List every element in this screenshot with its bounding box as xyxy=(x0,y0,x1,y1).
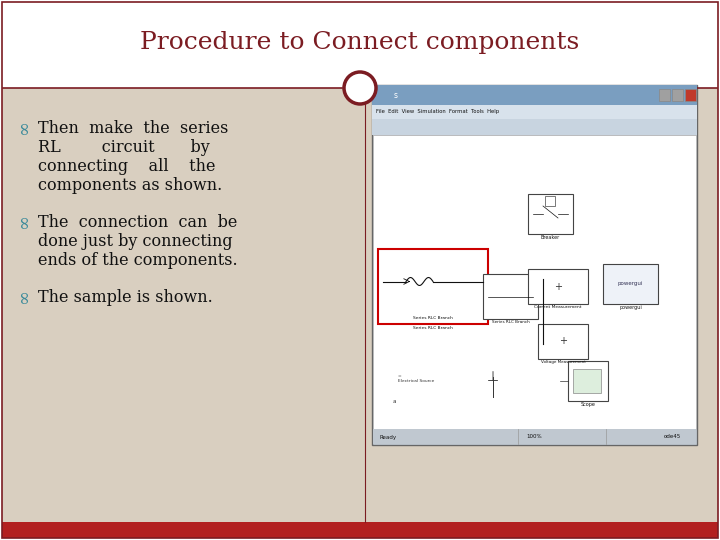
Bar xyxy=(372,85,697,445)
Text: =
Electrical Source: = Electrical Source xyxy=(398,374,434,383)
Text: +: + xyxy=(554,281,562,292)
Text: ∞: ∞ xyxy=(15,120,33,135)
Bar xyxy=(2,88,718,522)
Bar xyxy=(373,429,696,444)
Text: The sample is shown.: The sample is shown. xyxy=(38,289,212,306)
Bar xyxy=(545,196,555,206)
Text: powergui: powergui xyxy=(618,281,643,287)
Text: ode45: ode45 xyxy=(663,435,680,440)
Bar xyxy=(372,119,697,135)
Text: Then  make  the  series: Then make the series xyxy=(38,120,228,137)
Circle shape xyxy=(344,72,376,104)
Text: Ready: Ready xyxy=(380,435,397,440)
Text: File  Edit  View  Simulation  Format  Tools  Help: File Edit View Simulation Format Tools H… xyxy=(376,110,499,114)
Text: 100%: 100% xyxy=(526,435,542,440)
Text: s: s xyxy=(394,91,398,99)
Text: Series RLC Branch: Series RLC Branch xyxy=(413,316,453,320)
Text: +: + xyxy=(559,336,567,347)
Text: Series RLC Branch: Series RLC Branch xyxy=(413,326,453,330)
Bar xyxy=(603,264,658,304)
Bar xyxy=(659,89,670,101)
Bar xyxy=(685,89,696,101)
Text: ∞: ∞ xyxy=(15,214,33,229)
Bar xyxy=(372,105,697,119)
Bar xyxy=(528,194,573,234)
Bar xyxy=(373,135,696,429)
Bar xyxy=(573,369,601,393)
Text: ∞: ∞ xyxy=(15,289,33,304)
Bar xyxy=(2,522,718,538)
Bar xyxy=(2,2,718,85)
Text: Scope: Scope xyxy=(580,402,595,407)
Text: Procedure to Connect components: Procedure to Connect components xyxy=(140,31,580,55)
Text: Series RLC Branch: Series RLC Branch xyxy=(492,320,529,324)
Bar xyxy=(672,89,683,101)
Text: ⊥: ⊥ xyxy=(487,370,499,384)
Bar xyxy=(483,274,538,319)
Text: The  connection  can  be: The connection can be xyxy=(38,214,238,231)
Bar xyxy=(538,324,588,359)
Text: a: a xyxy=(393,399,397,404)
Text: done just by connecting: done just by connecting xyxy=(38,233,233,250)
Bar xyxy=(372,85,697,105)
Bar xyxy=(378,249,488,324)
Text: Current Measurement: Current Measurement xyxy=(534,305,582,309)
Text: Voltage Measurement: Voltage Measurement xyxy=(541,360,585,364)
Text: powergui: powergui xyxy=(619,305,642,310)
Bar xyxy=(568,361,608,401)
Text: connecting    all    the: connecting all the xyxy=(38,158,215,175)
Text: Breaker: Breaker xyxy=(541,235,560,240)
Text: RL        circuit       by: RL circuit by xyxy=(38,139,210,156)
Text: ends of the components.: ends of the components. xyxy=(38,252,238,269)
Text: components as shown.: components as shown. xyxy=(38,177,222,194)
Bar xyxy=(528,269,588,304)
